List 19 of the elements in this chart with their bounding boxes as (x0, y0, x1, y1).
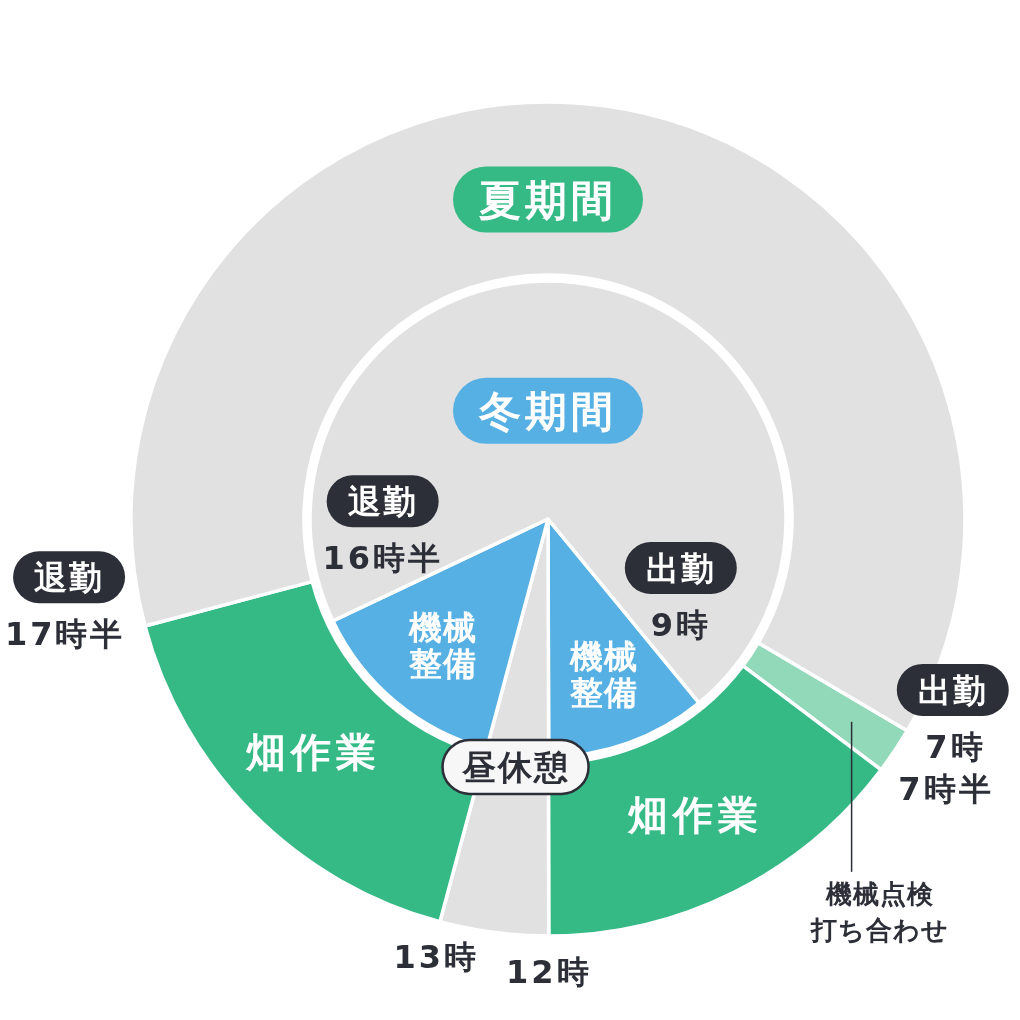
text: 退勤 (34, 557, 105, 597)
text: 退勤 (347, 481, 418, 521)
slice-label: 畑作業 (245, 729, 382, 776)
text: 夏期間 (479, 175, 617, 224)
slice-label: 機械点検打ち合わせ (809, 878, 949, 945)
text: 16時半 (322, 539, 443, 578)
text: 出勤 (917, 670, 988, 710)
slice-label: 機械整備 (407, 607, 477, 683)
text: 13時 (393, 937, 480, 976)
slice-label: 畑作業 (627, 791, 764, 838)
text: 17時半 (4, 615, 126, 654)
text: 冬期間 (478, 386, 617, 436)
text: 9時 (650, 606, 711, 645)
text: 出勤 (645, 548, 716, 588)
slice-label: 昼休憩 (460, 746, 570, 787)
text: 12時 (505, 953, 592, 991)
text: 7時 (925, 727, 986, 766)
text: 7時半 (898, 770, 994, 809)
slice-label: 機械整備 (568, 636, 638, 712)
